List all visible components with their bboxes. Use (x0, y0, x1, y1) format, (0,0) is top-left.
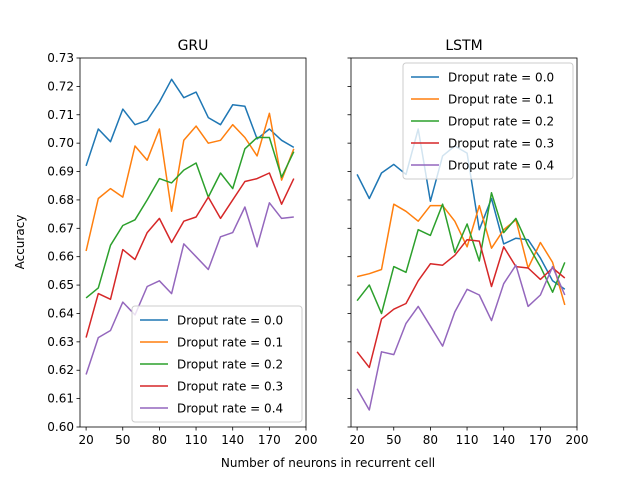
legend-label-lstm-0: Droput rate = 0.0 (448, 71, 554, 85)
x-tick-label-gru: 170 (258, 433, 281, 447)
x-tick-label-lstm: 170 (529, 433, 552, 447)
legend-label-gru-2: Droput rate = 0.2 (177, 358, 283, 372)
plot-frame-gru (79, 57, 307, 428)
legend-box-gru (131, 305, 303, 423)
y-tick-label-gru: 0.67 (47, 221, 74, 235)
legend-label-gru-4: Droput rate = 0.4 (177, 402, 283, 416)
panel-title-lstm: LSTM (445, 38, 482, 54)
series-line-lstm-4 (356, 264, 566, 411)
legend-label-gru-3: Droput rate = 0.3 (177, 380, 283, 394)
legend-label-lstm-4: Droput rate = 0.4 (448, 159, 554, 173)
series-line-gru-2 (85, 136, 295, 299)
legend-label-gru-0: Droput rate = 0.0 (177, 314, 283, 328)
x-tick-label-gru: 140 (221, 433, 244, 447)
y-tick-label-gru: 0.71 (47, 108, 74, 122)
x-tick-label-lstm: 20 (349, 433, 364, 447)
legend-label-lstm-1: Droput rate = 0.1 (448, 93, 554, 107)
series-line-gru-4 (85, 202, 294, 375)
y-tick-label-gru: 0.68 (47, 193, 74, 207)
legend-label-gru-1: Droput rate = 0.1 (177, 336, 283, 350)
panels-layer: GRU 20 50 80 110 140 170 200 0.60 0.61 0.62 0.63 0.6… (47, 38, 588, 447)
legend-lstm: Droput rate = 0.0 Droput rate = 0.1 Droput… (402, 62, 574, 180)
series-line-lstm-2 (356, 192, 566, 315)
y-tick-label-gru: 0.63 (47, 335, 74, 349)
series-line-gru-3 (85, 172, 295, 338)
y-axis-label: Accuracy (13, 215, 27, 270)
y-tick-label-gru: 0.69 (47, 165, 74, 179)
y-tick-label-gru: 0.66 (47, 250, 74, 264)
x-tick-label-gru: 110 (185, 433, 208, 447)
y-tick-label-gru: 0.65 (47, 278, 74, 292)
y-tick-label-gru: 0.61 (47, 392, 74, 406)
legend-label-lstm-2: Droput rate = 0.2 (448, 115, 554, 129)
series-line-lstm-3 (356, 238, 566, 369)
x-axis-label: Number of neurons in recurrent cell (221, 456, 435, 470)
y-tick-label-gru: 0.73 (47, 51, 74, 65)
series-line-gru-1 (85, 112, 295, 252)
y-tick-label-gru: 0.70 (47, 136, 74, 150)
panel-title-gru: GRU (178, 38, 209, 54)
series-line-lstm-1 (356, 203, 566, 306)
panel-gru: GRU 20 50 80 110 140 170 200 0.60 0.61 0.62 0.63 0.6… (47, 38, 317, 447)
x-tick-label-gru: 20 (78, 433, 93, 447)
x-tick-label-lstm: 80 (423, 433, 438, 447)
legend-gru: Droput rate = 0.0 Droput rate = 0.1 Droput… (131, 305, 303, 423)
y-tick-label-gru: 0.64 (47, 306, 74, 320)
y-tick-label-gru: 0.62 (47, 363, 74, 377)
plot-frame-lstm (350, 57, 578, 428)
y-tick-label-gru: 0.72 (47, 79, 74, 93)
legend-box-lstm (402, 62, 574, 180)
x-tick-label-lstm: 200 (566, 433, 589, 447)
x-tick-label-lstm: 50 (386, 433, 401, 447)
x-tick-label-gru: 80 (152, 433, 167, 447)
x-tick-label-lstm: 110 (456, 433, 479, 447)
x-tick-label-gru: 200 (295, 433, 318, 447)
legend-label-lstm-3: Droput rate = 0.3 (448, 137, 554, 151)
y-tick-label-gru: 0.60 (47, 420, 74, 434)
x-tick-label-gru: 50 (115, 433, 130, 447)
x-tick-label-lstm: 140 (492, 433, 515, 447)
